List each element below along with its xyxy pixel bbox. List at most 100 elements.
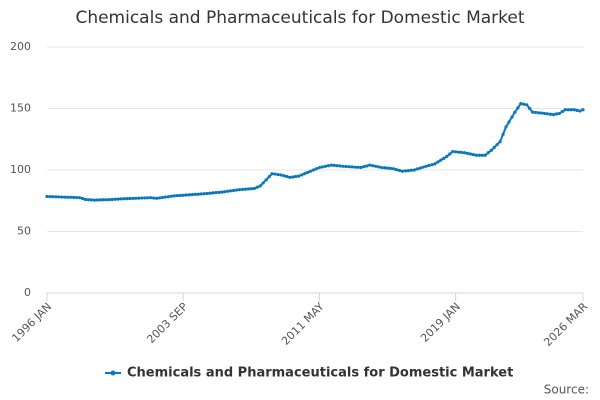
legend-label: Chemicals and Pharmaceuticals for Domest… — [127, 366, 513, 381]
point — [294, 174, 298, 179]
point — [563, 108, 567, 112]
point — [154, 196, 159, 200]
point — [353, 165, 357, 169]
point — [303, 172, 307, 176]
point — [95, 198, 99, 202]
point — [131, 196, 135, 201]
point — [107, 198, 111, 202]
point — [531, 110, 535, 114]
point — [329, 163, 333, 167]
point — [128, 196, 132, 201]
point — [424, 164, 428, 168]
point — [175, 193, 179, 198]
point — [226, 189, 230, 193]
point — [125, 197, 129, 201]
point — [86, 198, 91, 202]
point — [234, 188, 239, 192]
point — [264, 178, 268, 182]
point — [190, 193, 194, 197]
point — [305, 170, 310, 175]
point — [246, 187, 250, 191]
source: Source: — [544, 383, 589, 397]
point — [483, 153, 487, 157]
point — [267, 175, 271, 179]
point — [471, 153, 476, 157]
point — [314, 167, 319, 171]
point — [534, 110, 538, 115]
point — [468, 152, 473, 156]
point — [397, 168, 401, 172]
point — [166, 195, 171, 199]
point — [308, 169, 313, 173]
point — [119, 197, 123, 201]
point — [525, 103, 529, 107]
point — [211, 191, 215, 195]
point — [581, 108, 585, 112]
point — [72, 195, 76, 200]
point — [326, 164, 330, 168]
y-tick-label: 50 — [17, 225, 31, 238]
point — [152, 196, 156, 200]
point — [377, 165, 381, 169]
chart-title: Chemicals and Pharmaceuticals for Domest… — [75, 8, 524, 28]
point — [536, 111, 541, 115]
point — [205, 191, 209, 196]
y-tick-label: 0 — [24, 286, 31, 299]
point — [557, 111, 561, 116]
point — [406, 169, 410, 173]
point — [445, 154, 449, 159]
point — [415, 167, 419, 171]
point — [338, 164, 342, 168]
point — [362, 165, 366, 169]
point — [439, 158, 443, 162]
point — [344, 164, 348, 169]
point — [528, 106, 532, 111]
point — [231, 188, 236, 193]
point — [300, 173, 304, 177]
point — [134, 196, 138, 200]
point — [172, 194, 176, 198]
point — [320, 165, 325, 169]
point — [504, 125, 508, 129]
point — [347, 165, 351, 169]
point — [350, 165, 354, 169]
point — [66, 195, 70, 199]
point — [276, 172, 280, 177]
point — [522, 102, 526, 106]
point — [501, 132, 505, 136]
point — [477, 153, 481, 157]
point — [116, 197, 120, 201]
point — [217, 190, 221, 194]
point — [371, 164, 375, 168]
point — [400, 169, 404, 173]
point — [187, 193, 191, 197]
point — [199, 192, 203, 196]
point — [492, 145, 496, 150]
point — [273, 172, 277, 176]
point — [465, 151, 470, 155]
point — [356, 165, 360, 169]
point — [365, 164, 369, 168]
point — [101, 198, 105, 202]
point — [519, 101, 523, 106]
point — [89, 198, 94, 202]
point — [403, 169, 407, 173]
x-tick-label: 2003 SEP — [144, 300, 190, 346]
point — [163, 195, 168, 199]
y-tick-label: 150 — [10, 102, 31, 115]
legend-marker — [110, 370, 116, 376]
point — [83, 197, 88, 202]
point — [113, 197, 117, 201]
point — [169, 194, 173, 198]
point — [575, 108, 579, 112]
point — [569, 108, 573, 112]
point — [137, 196, 141, 200]
point — [208, 191, 212, 195]
y-tick-label: 100 — [10, 163, 31, 176]
point — [418, 166, 422, 170]
point — [75, 195, 79, 200]
point — [92, 198, 96, 202]
point — [184, 193, 188, 197]
x-tick-label: 2011 MAY — [279, 300, 327, 348]
